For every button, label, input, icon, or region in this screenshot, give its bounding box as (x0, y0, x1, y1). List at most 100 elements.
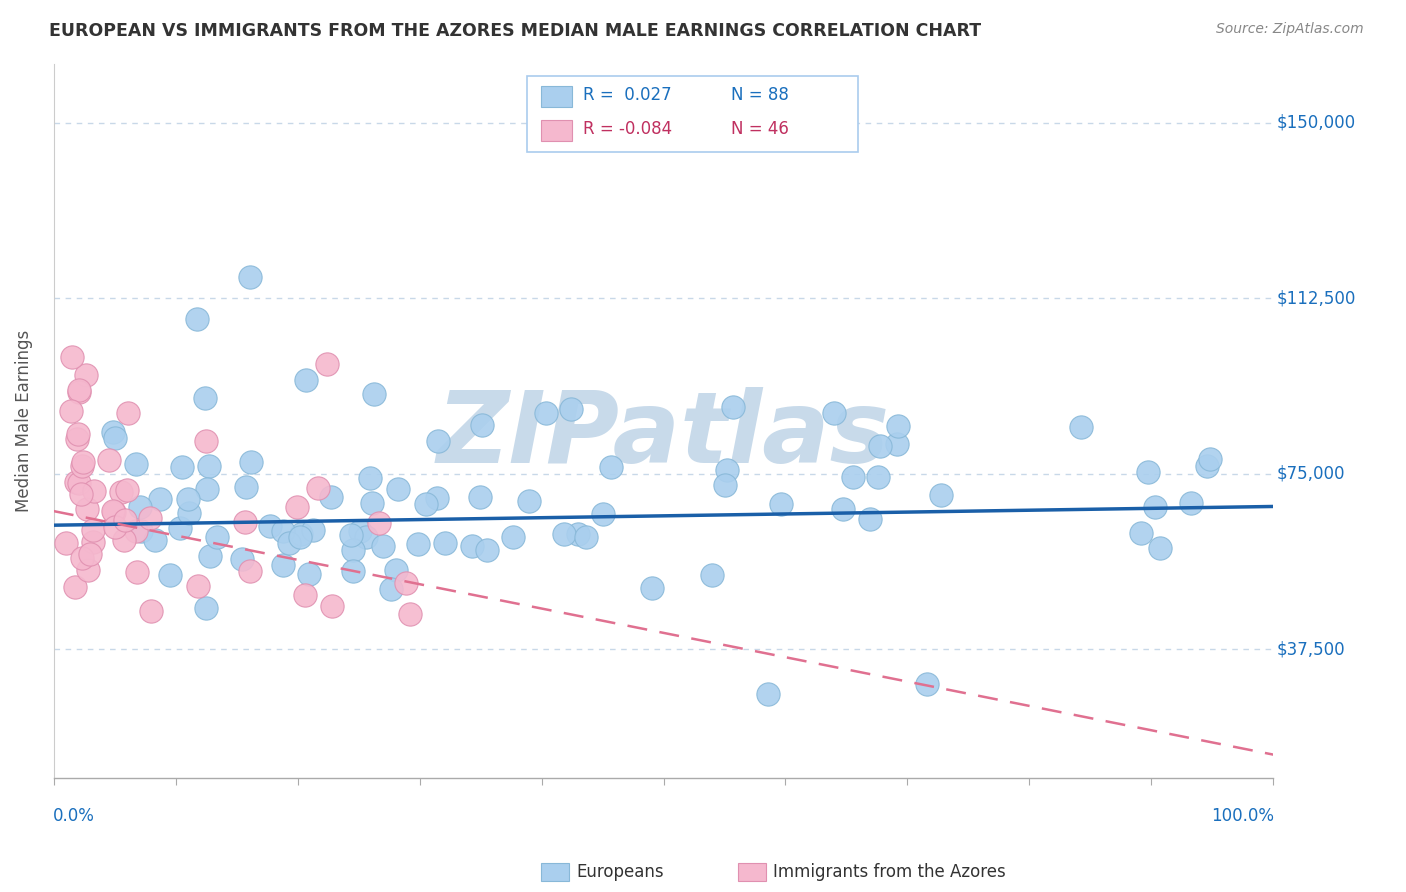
Point (104, 519, 127, 533)
Point (887, 419, 910, 434)
Point (600, 459, 623, 474)
Point (575, 530, 598, 544)
Point (79, 548, 101, 562)
Point (534, 406, 557, 420)
Point (859, 511, 882, 525)
Point (195, 601, 218, 615)
Text: N = 46: N = 46 (731, 120, 789, 138)
Point (186, 312, 208, 326)
Point (560, 401, 582, 416)
Point (129, 524, 152, 538)
Point (1199, 451, 1222, 466)
Point (517, 494, 540, 508)
Y-axis label: Median Male Earnings: Median Male Earnings (15, 330, 32, 512)
Point (359, 470, 381, 484)
Point (83, 483, 105, 498)
Point (1070, 420, 1092, 434)
Point (177, 492, 200, 507)
Point (187, 579, 209, 593)
Point (65, 580, 87, 594)
Point (307, 481, 329, 495)
Point (67, 475, 90, 490)
Point (240, 455, 263, 469)
Point (82, 535, 104, 549)
Point (67, 384, 90, 399)
Point (302, 523, 325, 537)
Point (169, 521, 191, 535)
Point (277, 536, 299, 550)
Point (172, 460, 194, 475)
Point (288, 531, 311, 545)
Point (1129, 526, 1152, 541)
Text: $112,500: $112,500 (1277, 289, 1357, 307)
Text: ZIPatlas: ZIPatlas (437, 387, 890, 483)
Point (640, 581, 662, 595)
Point (101, 503, 124, 517)
Point (363, 387, 385, 401)
Text: N = 88: N = 88 (731, 87, 789, 104)
Point (239, 564, 262, 578)
Point (823, 406, 845, 420)
Point (149, 492, 172, 507)
Point (129, 500, 152, 515)
Point (231, 552, 253, 566)
Point (67, 383, 90, 397)
Point (553, 526, 575, 541)
Text: EUROPEAN VS IMMIGRANTS FROM THE AZORES MEDIAN MALE EARNINGS CORRELATION CHART: EUROPEAN VS IMMIGRANTS FROM THE AZORES M… (49, 22, 981, 40)
Point (567, 526, 589, 541)
Point (394, 576, 416, 591)
Point (67, 427, 90, 442)
Point (361, 496, 384, 510)
Text: 100.0%: 100.0% (1212, 806, 1274, 824)
Point (60, 350, 83, 364)
Text: Immigrants from the Azores: Immigrants from the Azores (773, 863, 1007, 881)
Point (471, 418, 494, 433)
Point (66, 432, 89, 446)
Point (115, 483, 138, 497)
Point (700, 567, 723, 582)
Point (125, 524, 148, 539)
Point (298, 566, 321, 581)
Text: $37,500: $37,500 (1277, 640, 1346, 658)
Point (70, 487, 93, 501)
Point (769, 497, 792, 511)
Point (406, 536, 429, 550)
Point (468, 490, 491, 504)
Text: 0.0%: 0.0% (52, 806, 94, 824)
Point (461, 540, 484, 554)
Point (82, 523, 104, 537)
Point (342, 564, 364, 578)
Text: $75,000: $75,000 (1277, 465, 1346, 483)
Point (104, 431, 127, 445)
Point (477, 542, 499, 557)
Point (321, 491, 343, 505)
Point (295, 373, 318, 387)
Point (321, 599, 343, 613)
Point (117, 406, 139, 420)
Point (294, 588, 316, 602)
Point (125, 457, 148, 471)
Point (387, 482, 409, 496)
Point (76, 502, 98, 516)
Point (866, 470, 889, 484)
Point (1136, 466, 1159, 480)
Point (1195, 458, 1218, 473)
Point (425, 491, 447, 506)
Text: R =  0.027: R = 0.027 (583, 87, 672, 104)
Point (349, 524, 371, 538)
Point (756, 687, 779, 701)
Point (98, 452, 121, 467)
Point (59, 404, 82, 418)
Point (110, 485, 132, 500)
Point (427, 434, 450, 449)
Point (929, 488, 952, 502)
Point (193, 391, 215, 405)
Point (368, 516, 391, 530)
Point (713, 477, 735, 491)
Point (716, 462, 738, 476)
Point (72, 454, 94, 468)
Point (112, 533, 135, 547)
Point (869, 439, 891, 453)
Point (139, 511, 162, 525)
Point (399, 607, 422, 622)
